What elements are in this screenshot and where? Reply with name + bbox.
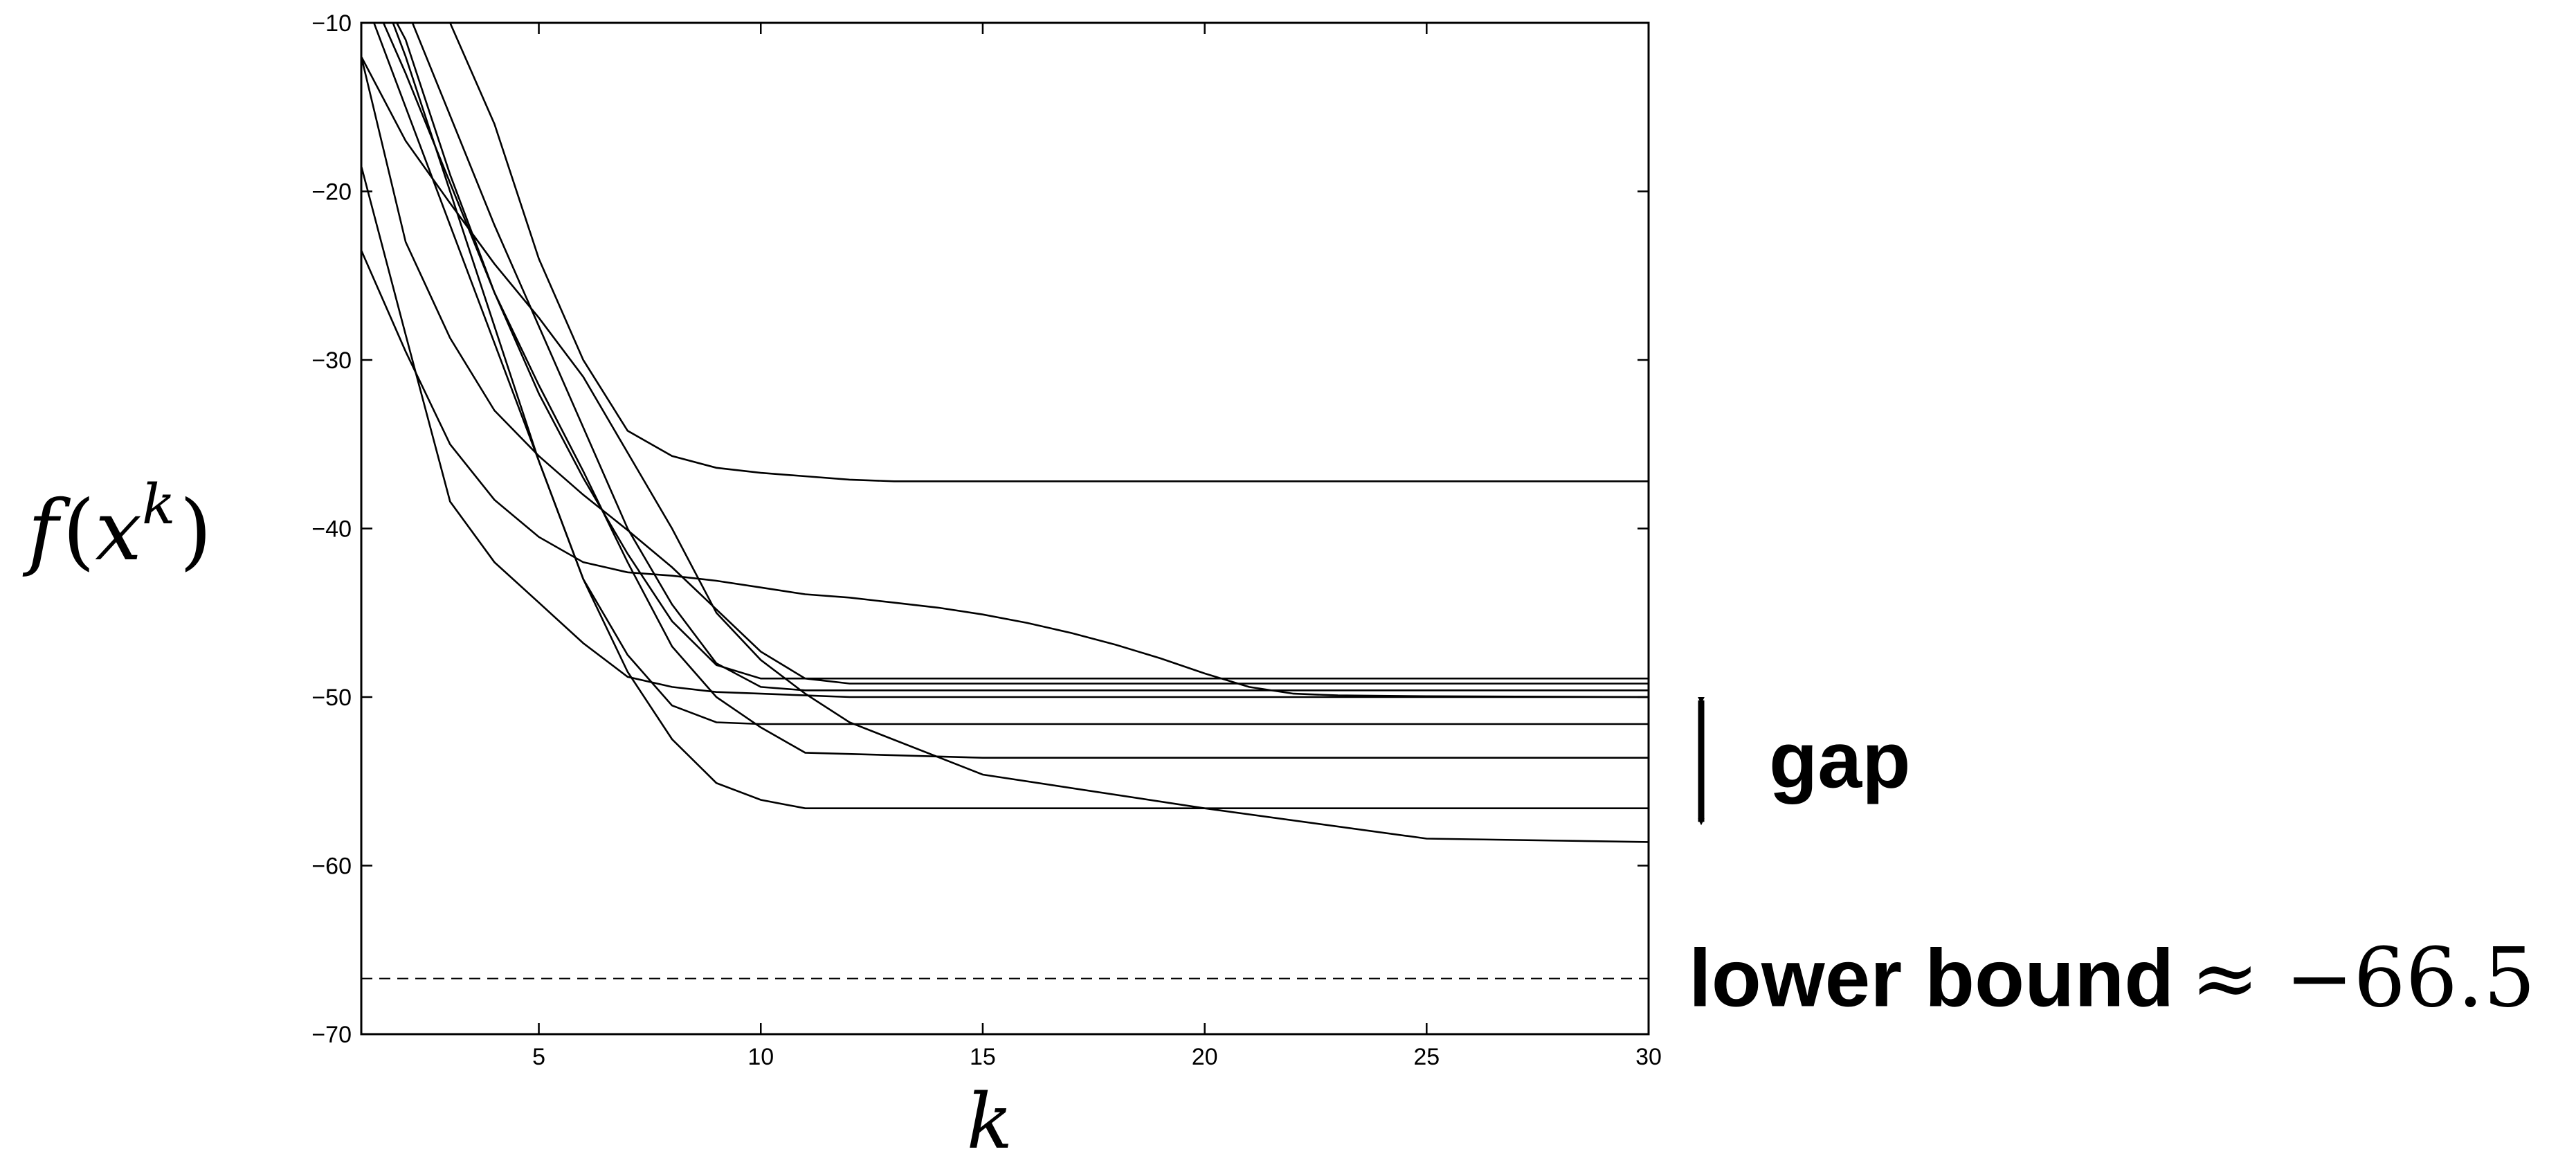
series-line-1 xyxy=(448,23,1649,482)
plot-frame xyxy=(360,21,1650,1036)
lower-bound-value: ≈ −66.5 xyxy=(2190,930,2535,1026)
series-group xyxy=(361,23,1649,843)
x-tick-label: 5 xyxy=(532,1044,545,1070)
y-tick-label: −50 xyxy=(311,685,352,711)
x-tick-label: 20 xyxy=(1192,1044,1218,1070)
series-line-9 xyxy=(392,23,1649,809)
svg-text:f(xk): f(xk) xyxy=(22,472,212,579)
y-tick-label: −20 xyxy=(311,179,352,206)
x-tick-label: 15 xyxy=(970,1044,996,1070)
gap-label: gap xyxy=(1769,716,1910,805)
series-line-7 xyxy=(411,23,1649,692)
y-tick-label: −40 xyxy=(311,516,352,543)
y-tick-label: −10 xyxy=(311,10,352,37)
tick-labels: 5 10 15 20 25 30 −10 −20 −30 −40 −50 −60 −70 xyxy=(311,10,1662,1070)
y-tick-label: −70 xyxy=(311,1022,352,1048)
y-tick-label: −30 xyxy=(311,347,352,374)
series-line-6 xyxy=(382,23,1649,759)
lower-bound-annotation: lower bound ≈ −66.5 xyxy=(1689,930,2535,1026)
series-line-5 xyxy=(361,56,1649,685)
lower-bound-label: lower bound xyxy=(1689,933,2174,1024)
y-axis-label: f(xk) xyxy=(22,472,212,579)
x-tick-label: 25 xyxy=(1413,1044,1440,1070)
x-tick-label: 10 xyxy=(747,1044,774,1070)
x-tick-label: 30 xyxy=(1635,1044,1662,1070)
series-line-3 xyxy=(361,165,1649,698)
series-line-8 xyxy=(372,23,1649,725)
axis-ticks xyxy=(361,21,1650,1036)
x-axis-label: k xyxy=(967,1077,1013,1165)
series-line-2 xyxy=(361,250,1649,698)
series-line-10 xyxy=(395,23,1649,680)
y-tick-label: −60 xyxy=(311,854,352,880)
